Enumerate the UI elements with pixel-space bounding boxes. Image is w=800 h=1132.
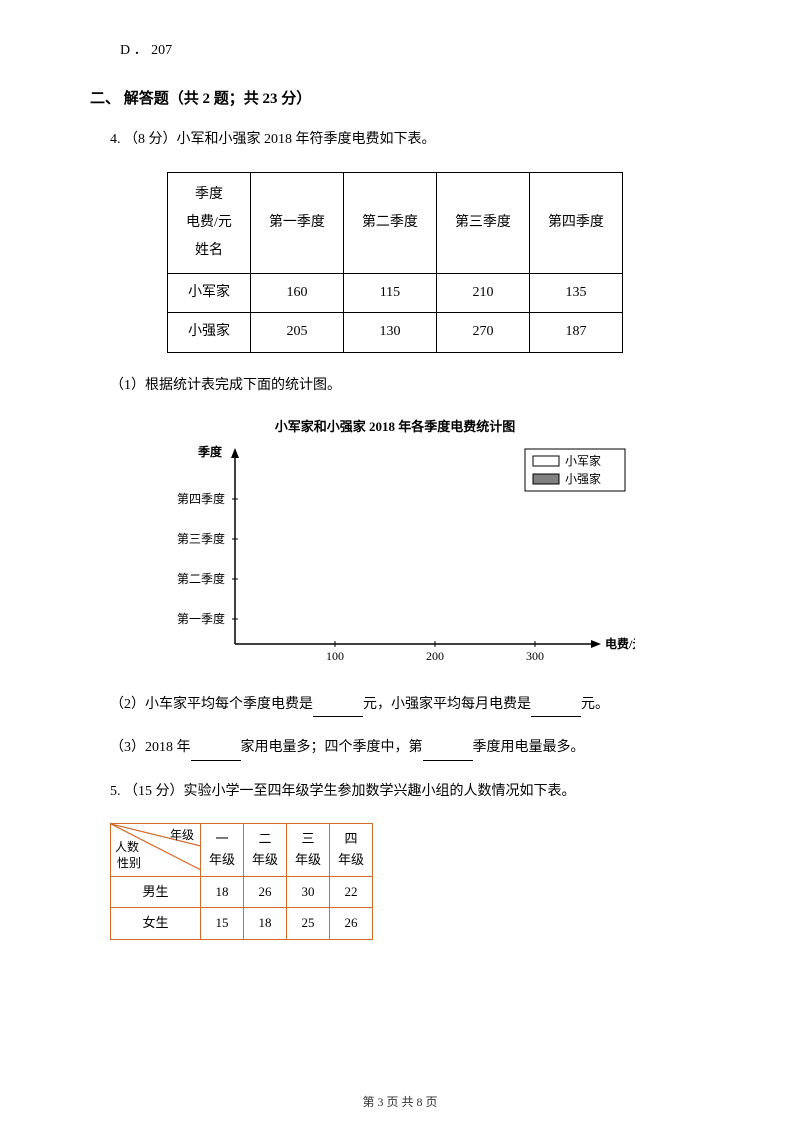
q4-part1: （1）根据统计表完成下面的统计图。: [110, 375, 700, 397]
q4-p2-c: 元。: [581, 697, 609, 712]
q4-header-bot: 姓名: [195, 243, 223, 258]
legend-swatch-0: [533, 456, 559, 466]
q4-row1-v0: 205: [250, 313, 343, 352]
ytick-0: 第四季度: [177, 491, 225, 506]
option-d: D ． 207: [120, 40, 700, 62]
q5-prompt: 5. （15 分）实验小学一至四年级学生参加数学兴趣小组的人数情况如下表。: [110, 781, 700, 803]
q5-col-1: 二 年级: [244, 823, 287, 876]
q4-table: 季度 电费/元 姓名 第一季度 第二季度 第三季度 第四季度 小军家 160 1…: [167, 172, 623, 353]
blank[interactable]: [423, 737, 473, 760]
ytick-3: 第一季度: [177, 611, 225, 626]
legend-label-1: 小强家: [565, 471, 601, 486]
chart-ylabel: 季度: [197, 444, 223, 459]
legend-label-0: 小军家: [565, 453, 601, 468]
q5-col-2: 三 年级: [287, 823, 330, 876]
blank[interactable]: [313, 694, 363, 717]
q4-chart-title: 小军家和小强家 2018 年各季度电费统计图: [145, 417, 645, 438]
xtick-1: 200: [426, 649, 444, 663]
q4-row1-v1: 130: [343, 313, 436, 352]
q5-diag-mid: 人数: [115, 838, 139, 857]
q4-row0-v2: 210: [436, 273, 529, 312]
q4-chart-svg: 小军家 小强家 季度 电费/元 第四季度 第三季度 第二季度 第一季度 100 …: [155, 444, 635, 674]
q4-col-0: 第一季度: [250, 172, 343, 273]
q4-row0-v1: 115: [343, 273, 436, 312]
xtick-0: 100: [326, 649, 344, 663]
q5-col-0: 一 年级: [201, 823, 244, 876]
page-footer: 第 3 页 共 8 页: [0, 1093, 800, 1112]
table-row: 男生 18 26 30 22: [111, 876, 373, 908]
q5-diag-cell: 年级 性别 人数: [111, 823, 201, 876]
q5-row1-v3: 26: [330, 908, 373, 940]
ytick-2: 第二季度: [177, 571, 225, 586]
q4-p2-b: 元，小强家平均每月电费是: [363, 697, 531, 712]
q5-row0-v1: 26: [244, 876, 287, 908]
q4-header-top: 季度: [195, 187, 223, 202]
q4-part2: （2）小车家平均每个季度电费是 元，小强家平均每月电费是 元。: [110, 694, 700, 717]
q5-table: 年级 性别 人数 一 年级 二 年级 三 年级 四 年级 男生 18 26 30…: [110, 823, 373, 940]
q4-p2-a: （2）小车家平均每个季度电费是: [110, 697, 313, 712]
q4-col-2: 第三季度: [436, 172, 529, 273]
table-row: 小强家 205 130 270 187: [168, 313, 623, 352]
q5-diag-bot: 性别: [117, 854, 141, 873]
q5-row0-v2: 30: [287, 876, 330, 908]
q4-prompt: 4. （8 分）小军和小强家 2018 年符季度电费如下表。: [110, 129, 700, 151]
q4-table-header-cell: 季度 电费/元 姓名: [168, 172, 251, 273]
q4-row1-v2: 270: [436, 313, 529, 352]
q4-chart: 小军家和小强家 2018 年各季度电费统计图 小军家 小强家 季度 电费/元 第…: [145, 417, 645, 674]
q4-row1-v3: 187: [529, 313, 622, 352]
q4-p3-c: 季度用电量最多。: [473, 740, 585, 755]
q5-row1-name: 女生: [111, 908, 201, 940]
ytick-1: 第三季度: [177, 531, 225, 546]
blank[interactable]: [191, 737, 241, 760]
q4-part3: （3）2018 年 家用电量多；四个季度中，第 季度用电量最多。: [110, 737, 700, 760]
q4-col-3: 第四季度: [529, 172, 622, 273]
table-row: 女生 15 18 25 26: [111, 908, 373, 940]
q5-row1-v2: 25: [287, 908, 330, 940]
q5-row1-v0: 15: [201, 908, 244, 940]
blank[interactable]: [531, 694, 581, 717]
q5-row0-name: 男生: [111, 876, 201, 908]
q5-row0-v0: 18: [201, 876, 244, 908]
legend-swatch-1: [533, 474, 559, 484]
q4-row0-v3: 135: [529, 273, 622, 312]
q5-col-3: 四 年级: [330, 823, 373, 876]
q4-row1-name: 小强家: [168, 313, 251, 352]
q4-col-1: 第二季度: [343, 172, 436, 273]
q4-row0-name: 小军家: [168, 273, 251, 312]
q4-p3-a: （3）2018 年: [110, 740, 191, 755]
q4-p3-b: 家用电量多；四个季度中，第: [241, 740, 423, 755]
table-row: 小军家 160 115 210 135: [168, 273, 623, 312]
section-2-heading: 二、 解答题（共 2 题；共 23 分）: [90, 87, 700, 111]
q4-header-mid: 电费/元: [186, 215, 232, 230]
q5-row1-v1: 18: [244, 908, 287, 940]
q5-diag-top: 年级: [170, 826, 194, 845]
q4-row0-v0: 160: [250, 273, 343, 312]
q5-row0-v3: 22: [330, 876, 373, 908]
chart-xlabel: 电费/元: [605, 636, 635, 651]
xtick-2: 300: [526, 649, 544, 663]
